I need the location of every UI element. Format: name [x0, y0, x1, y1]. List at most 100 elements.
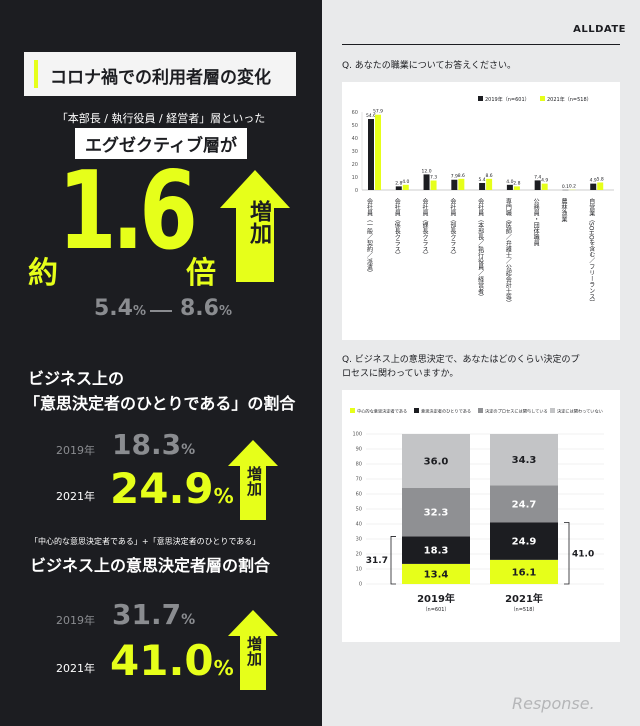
legend-label: 決定のプロセスには関与している — [485, 408, 548, 415]
exec-prefix: 約 — [28, 256, 58, 291]
bar-value-label: 7.9 — [451, 174, 458, 180]
bar-value-label: 7.4 — [534, 174, 541, 180]
segment-value-label: 32.3 — [424, 508, 449, 519]
stacked-segment — [490, 559, 558, 584]
bar — [590, 183, 597, 190]
bar — [395, 186, 402, 190]
exec-multiplier: 1.6 — [58, 149, 198, 274]
legend-swatch — [478, 96, 483, 101]
sec2-year1: 2019年 — [56, 444, 95, 457]
legend-swatch — [350, 408, 355, 413]
stacked-segment — [402, 488, 470, 537]
question-1: Q. あなたの職業についてお答えください。 — [342, 61, 516, 71]
exec-heading-wrap: エグゼクティブ層が — [0, 128, 322, 159]
segment-value-label: 24.7 — [512, 499, 537, 510]
bar — [479, 182, 486, 190]
sec3-value2: 41.0% — [110, 636, 234, 685]
increase-arrow-3 — [228, 610, 278, 690]
bar-value-label: 4.9 — [590, 178, 597, 184]
bar — [534, 180, 541, 190]
stacked-segment — [490, 434, 558, 486]
bar-value-label: 4.9 — [541, 178, 548, 184]
bar — [423, 174, 430, 190]
stacked-segment — [402, 563, 470, 584]
sec3-subtitle: 「中心的な意思決定者である」+「意思決定者のひとりである」 — [30, 537, 261, 546]
legend-swatch — [478, 408, 483, 413]
from-to-arrow — [150, 310, 172, 312]
bar — [402, 184, 409, 190]
y-tick-label: 40 — [352, 136, 358, 142]
segment-value-label: 34.3 — [512, 455, 537, 466]
legend-label: 2019年（n=601） — [485, 96, 530, 103]
y-tick-label: 50 — [352, 123, 358, 129]
bar — [513, 186, 520, 190]
bar-value-label: 8.6 — [486, 173, 493, 179]
exec-from-value: 5.4% — [94, 296, 147, 321]
bar-value-label: 2.8 — [513, 180, 520, 186]
watermark: Response. — [512, 694, 595, 713]
category-label: 専門職（医師／弁護士／公認会計士等） — [504, 197, 511, 306]
left-panel: コロナ禍での利用者層の変化 「本部長 / 執行役員 / 経営者」層といった エグ… — [0, 52, 322, 690]
brand-label: ALLDATE — [573, 24, 626, 35]
question-2-line2: ロセスに関わっていますか。 — [342, 369, 459, 379]
y-tick-label: 20 — [356, 552, 362, 558]
bar — [541, 183, 548, 190]
question-2-line1: Q. ビジネス上の意思決定で、あなたはどのくらい決定のプ — [342, 355, 580, 365]
right-panel: ALLDATE Q. あなたの職業についてお答えください。 0 10 20 30 40 5… — [322, 0, 640, 726]
bracket-total-label: 41.0 — [572, 549, 594, 559]
bracket-total-label: 31.7 — [366, 556, 388, 566]
increase-arrow-1 — [220, 170, 290, 282]
legend-label: 2021年（n=518） — [547, 96, 592, 103]
occupation-chart-card: 0 10 20 30 40 50 60 2019年（n=601） 2021年（n=518） 54.… — [342, 82, 620, 340]
legend-label: 決定には関わっていない — [557, 408, 603, 415]
sec2-line1: ビジネス上の — [28, 369, 125, 388]
page-title: コロナ禍での利用者層の変化 — [50, 68, 271, 88]
stacked-segment — [402, 434, 470, 488]
bar-value-label: 12.0 — [422, 168, 432, 174]
y-tick-label: 70 — [356, 477, 362, 483]
bar — [458, 178, 465, 190]
exec-subtitle: 「本部長 / 執行役員 / 経営者」層といった — [56, 112, 266, 125]
decision-chart: 中心的な意思決定者である 意思決定者のひとりである 決定のプロセスには関与している 決… — [350, 408, 604, 613]
y-tick-label: 90 — [356, 447, 362, 453]
stacked-segment — [490, 485, 558, 523]
category-label: 2019年 — [417, 592, 455, 605]
exec-to-value: 8.6% — [180, 296, 233, 321]
increase-label-1: 増加 — [246, 200, 271, 244]
bracket-2019 — [390, 536, 396, 585]
sec3-year1: 2019年 — [56, 614, 95, 627]
bar-value-label: 0.1 — [562, 184, 569, 190]
y-tick-label: 40 — [356, 522, 362, 528]
y-tick-label: 10 — [356, 567, 362, 573]
sec2-value1: 18.3% — [112, 428, 196, 461]
bracket-2021 — [564, 522, 570, 585]
legend-label: 意思決定者のひとりである — [421, 408, 471, 415]
occupation-chart: 0 10 20 30 40 50 60 2019年（n=601） 2021年（n=518） 54.… — [352, 96, 614, 306]
bar-value-label: 5.8 — [597, 176, 604, 182]
bar — [486, 178, 493, 190]
category-label: 会社員（一般／契約／派遣） — [366, 197, 373, 276]
increase-label-3: 増加 — [245, 636, 263, 666]
bar-value-label: 57.9 — [373, 109, 383, 115]
y-tick-label: 100 — [352, 432, 362, 438]
stacked-segment — [402, 536, 470, 564]
category-label: 会社員（本部長／執行役員／経営者） — [477, 197, 484, 300]
legend-swatch — [550, 408, 555, 413]
category-n-label: （n=518） — [511, 607, 538, 613]
segment-value-label: 13.4 — [424, 569, 449, 580]
segment-value-label: 24.9 — [512, 537, 537, 548]
segment-value-label: 18.3 — [424, 546, 449, 557]
y-tick-label: 10 — [352, 175, 358, 181]
y-tick-label: 50 — [356, 507, 362, 513]
bar — [451, 179, 458, 190]
y-tick-label: 30 — [352, 149, 358, 155]
stacked-segment — [490, 522, 558, 560]
sec2-year2: 2021年 — [56, 490, 95, 503]
exec-heading: エグゼクティブ層が — [75, 128, 247, 159]
y-tick-label: 80 — [356, 462, 362, 468]
y-tick-label: 0 — [355, 188, 358, 194]
sec3-heading: ビジネス上の意思決定者層の割合 — [30, 556, 271, 575]
increase-arrow-2 — [228, 440, 278, 520]
exec-suffix: 倍 — [186, 256, 216, 291]
y-tick-label: 30 — [356, 537, 362, 543]
